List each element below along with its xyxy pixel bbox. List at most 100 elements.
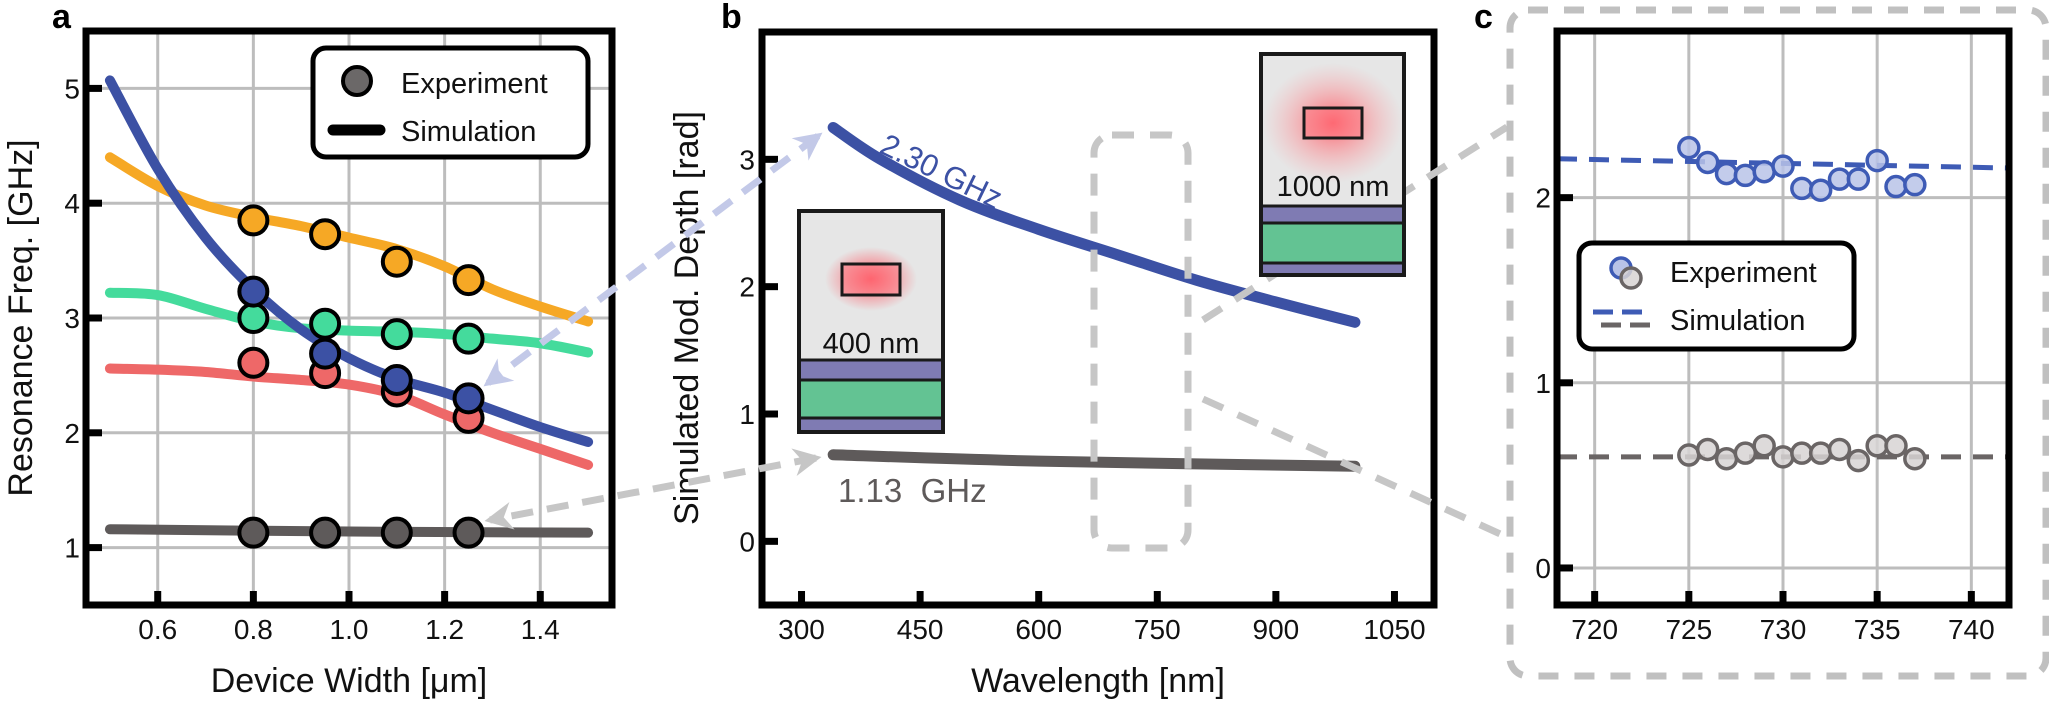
x-tick-label: 0.6	[138, 614, 177, 645]
panel-c-zoom-frame	[1506, 6, 2049, 680]
y-tick-label: 2	[739, 272, 755, 303]
experiment-point-0	[1771, 154, 1795, 178]
x-tick-label: 735	[1854, 614, 1901, 645]
simulation-line-1	[827, 449, 1361, 472]
curve-label-1.13ghz: 1.13 GHz	[838, 472, 987, 509]
inset-middle-layer	[799, 381, 943, 418]
inset-bottom-layer	[1261, 263, 1404, 274]
panel-b-x-axis-label: Wavelength [nm]	[971, 662, 1225, 700]
y-tick-label: 0	[1535, 553, 1551, 584]
connector-arrow-1.13ghz	[484, 448, 822, 530]
plot-area	[104, 75, 594, 549]
x-tick-label: 1.0	[330, 614, 369, 645]
experiment-point-0	[1827, 167, 1852, 191]
zoom-connector-lower	[1201, 395, 1509, 541]
experiment-point-0	[1884, 174, 1908, 199]
experiment-point-1	[1903, 446, 1927, 471]
x-tick-label: 750	[1134, 614, 1181, 645]
x-tick-label: 450	[897, 614, 944, 645]
inset-1000nm: 1000 nm	[1259, 52, 1406, 277]
experiment-point-1	[1808, 441, 1833, 465]
experiment-point-0	[380, 245, 413, 278]
panel-label-a: a	[52, 0, 72, 36]
legend-experiment-marker	[341, 65, 373, 97]
experiment-point-0	[1790, 176, 1814, 201]
legend-experiment-label: Experiment	[1670, 257, 1817, 289]
experiment-point-0	[1733, 163, 1758, 188]
panel-c: 720 725 730 735 740 0 1 2	[1535, 27, 2013, 645]
inset-middle-layer	[1261, 223, 1404, 262]
x-tick-label: 725	[1665, 614, 1712, 645]
panel-a-y-axis-label: Resonance Freq. [GHz]	[2, 139, 40, 496]
experiment-point-1	[1865, 434, 1889, 458]
inset-waveguide	[1302, 106, 1364, 140]
experiment-point-1	[1752, 434, 1776, 458]
experiment-point-3	[237, 275, 270, 308]
experiment-point-1	[309, 307, 342, 340]
x-tick-label: 0.8	[234, 614, 273, 645]
x-tick-label: 300	[778, 614, 825, 645]
experiment-point-0	[1677, 135, 1701, 160]
plot-area	[1557, 135, 2009, 473]
experiment-point-4	[309, 516, 342, 549]
simulation-line-4	[104, 524, 594, 538]
x-tick-label: 1050	[1363, 614, 1425, 645]
experiment-point-1	[1884, 434, 1908, 458]
panel-a-legend: Experiment Simulation	[310, 45, 591, 160]
experiment-point-3	[380, 363, 413, 396]
experiment-point-0	[1903, 172, 1927, 197]
experiment-point-0	[237, 204, 270, 237]
experiment-point-0	[452, 264, 485, 297]
x-tick-label: 1.2	[425, 614, 464, 645]
y-tick-label: 2	[64, 418, 80, 449]
experiment-point-0	[1695, 150, 1720, 175]
experiment-point-1	[1771, 445, 1795, 469]
experiment-point-1	[237, 302, 270, 334]
legend-experiment-label: Experiment	[401, 68, 548, 100]
y-tick-label: 1	[64, 533, 80, 564]
panel-label-b: b	[721, 0, 742, 36]
panel-c-legend: Experiment Simulation	[1576, 240, 1857, 352]
y-tick-label: 4	[64, 188, 80, 219]
plot-area	[827, 122, 1361, 472]
y-tick-label: 1	[1535, 368, 1551, 399]
x-tick-label: 600	[1015, 614, 1062, 645]
experiment-point-0	[1846, 167, 1871, 191]
inset-400nm: 400 nm	[797, 209, 945, 434]
y-tick-label: 3	[739, 144, 755, 175]
experiment-point-0	[1865, 148, 1889, 173]
inset-top-layer	[799, 360, 943, 380]
y-tick-label: 0	[739, 526, 755, 557]
experiment-point-4	[380, 516, 413, 549]
connector-arrow-2.30ghz	[483, 132, 823, 387]
experiment-point-1	[452, 322, 485, 355]
experiment-point-0	[1752, 159, 1776, 184]
y-tick-label: 3	[64, 303, 80, 334]
experiment-point-0	[309, 218, 342, 251]
experiment-point-1	[1846, 448, 1871, 473]
experiment-point-1	[1733, 441, 1758, 465]
highlight-range-box	[1090, 131, 1192, 552]
simulation-line-2	[104, 363, 594, 470]
legend-simulation-label: Simulation	[1670, 305, 1805, 337]
inset-bottom-layer	[799, 419, 943, 430]
experiment-point-1	[380, 318, 413, 351]
experiment-point-1	[1695, 437, 1720, 462]
experiment-point-4	[452, 516, 485, 549]
experiment-point-1	[1714, 446, 1739, 471]
experiment-point-1	[1827, 437, 1852, 462]
panel-b-y-axis-label: Simulated Mod. Depth [rad]	[668, 111, 706, 525]
legend-simulation-label: Simulation	[401, 116, 536, 148]
inset-top-layer	[1261, 207, 1404, 222]
experiment-point-0	[1714, 161, 1739, 186]
x-tick-label: 900	[1253, 614, 1300, 645]
experiment-point-3	[309, 337, 342, 370]
panel-a: 0.6 0.8 1.0 1.2 1.4 1 2 3 4 5	[64, 27, 616, 645]
inset-label-400nm: 400 nm	[823, 328, 920, 360]
y-tick-label: 1	[739, 399, 755, 430]
x-tick-label: 730	[1760, 614, 1807, 645]
experiment-point-1	[1790, 441, 1814, 465]
experiment-point-0	[1808, 178, 1833, 202]
panel-a-x-axis-label: Device Width [μm]	[211, 662, 488, 700]
experiment-point-2	[237, 346, 270, 379]
